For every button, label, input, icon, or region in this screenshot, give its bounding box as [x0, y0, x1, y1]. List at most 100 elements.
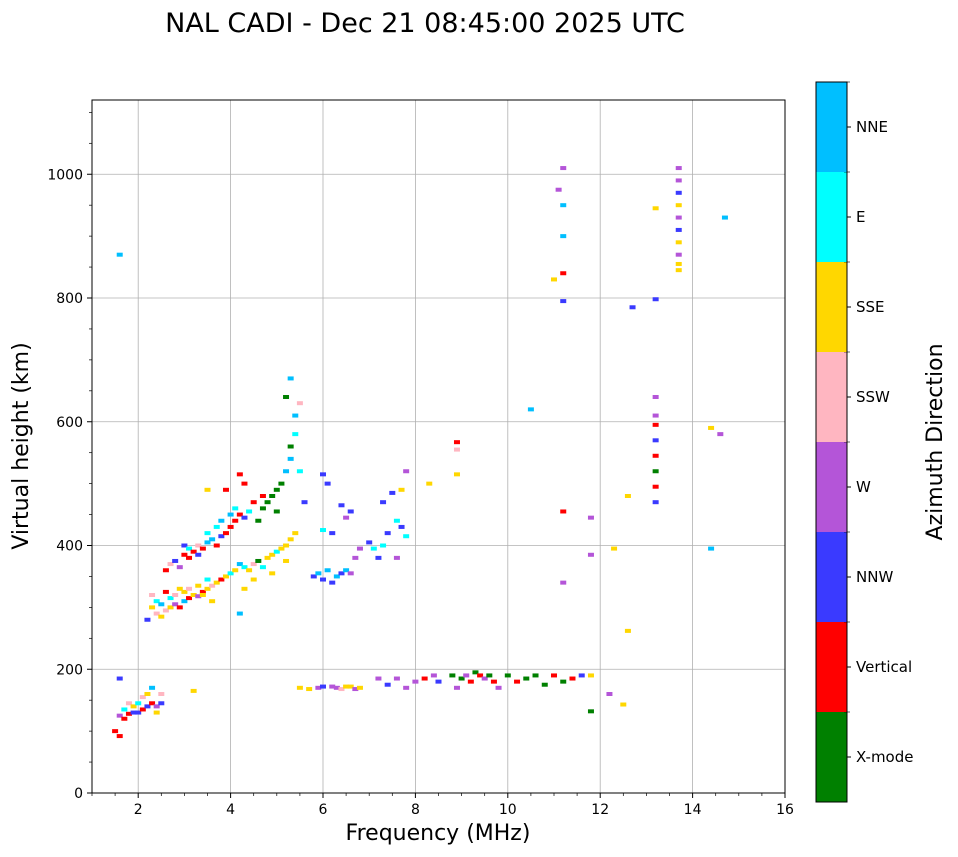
data-point — [125, 701, 132, 706]
data-point — [283, 558, 290, 563]
data-point — [176, 565, 183, 570]
data-point — [195, 552, 202, 557]
data-point — [393, 518, 400, 523]
colorbar-segment — [816, 712, 847, 802]
data-point — [250, 577, 257, 582]
data-point — [199, 589, 206, 594]
data-point — [241, 481, 248, 486]
data-point — [717, 432, 724, 437]
data-point — [283, 469, 290, 474]
data-point — [624, 494, 631, 498]
data-point — [352, 687, 359, 692]
data-point — [135, 710, 142, 715]
data-point — [380, 543, 387, 548]
data-point — [296, 469, 303, 474]
y-tick-label: 800 — [56, 291, 83, 307]
data-point — [453, 472, 460, 477]
data-point — [453, 440, 460, 445]
data-point — [329, 684, 336, 689]
data-point — [320, 577, 326, 582]
data-point — [287, 456, 294, 461]
data-point — [338, 571, 345, 576]
data-point — [675, 240, 682, 245]
data-point — [283, 395, 290, 399]
data-point — [287, 444, 294, 449]
data-point — [158, 602, 165, 607]
data-point — [333, 685, 340, 690]
data-point — [167, 605, 174, 610]
data-point — [209, 599, 216, 604]
x-tick-label: 12 — [591, 802, 609, 818]
data-point — [195, 594, 202, 599]
data-point — [560, 234, 567, 239]
data-point — [190, 688, 197, 693]
data-point — [320, 684, 326, 689]
data-point — [218, 534, 225, 539]
data-point — [652, 413, 659, 418]
data-point — [675, 215, 682, 220]
data-point — [587, 515, 594, 520]
data-point — [389, 490, 396, 495]
data-point — [320, 472, 326, 477]
data-point — [167, 562, 174, 567]
data-point — [199, 593, 206, 597]
data-point — [675, 252, 682, 257]
data-point — [283, 543, 290, 548]
data-point — [569, 676, 576, 681]
data-point — [125, 711, 132, 716]
data-point — [121, 707, 128, 712]
data-point — [652, 395, 659, 399]
data-point — [186, 555, 193, 560]
data-point — [380, 500, 387, 505]
data-point — [162, 589, 169, 594]
data-point — [287, 376, 294, 381]
data-point — [652, 206, 659, 211]
data-point — [453, 685, 460, 690]
data-point — [356, 685, 363, 690]
data-point — [306, 687, 313, 692]
colorbar-label: SSW — [856, 388, 890, 406]
data-point — [204, 487, 211, 492]
data-point — [139, 707, 146, 712]
data-point — [153, 599, 160, 604]
data-point — [186, 596, 193, 601]
data-point — [347, 684, 354, 689]
data-point — [366, 540, 373, 545]
data-point — [398, 487, 405, 492]
data-point — [232, 568, 239, 573]
data-point — [675, 166, 682, 171]
data-point — [721, 215, 728, 220]
data-point — [153, 611, 160, 616]
colorbar-label: X-mode — [856, 748, 913, 766]
data-point — [273, 487, 280, 492]
data-point — [181, 589, 188, 594]
colorbar-segment — [816, 352, 847, 442]
data-point — [329, 531, 336, 536]
y-axis-title: Virtual height (km) — [9, 342, 34, 549]
data-point — [310, 574, 317, 579]
colorbar-label: Vertical — [856, 658, 912, 676]
data-point — [116, 676, 123, 681]
data-point — [481, 676, 488, 681]
data-point — [343, 684, 350, 689]
colorbar-segment — [816, 262, 847, 352]
data-point — [264, 555, 271, 560]
y-tick-label: 1000 — [47, 167, 83, 183]
data-point — [213, 580, 220, 585]
data-point — [477, 673, 484, 678]
axes: 2 4 6 8 10 12 14 16 0 200 400 600 800 1000 — [47, 112, 794, 818]
data-point — [149, 685, 156, 690]
data-point — [504, 673, 511, 678]
data-point — [421, 676, 428, 681]
x-tick-label: 8 — [411, 802, 420, 818]
data-point — [343, 568, 350, 573]
data-point — [287, 537, 294, 542]
plot-frame — [91, 99, 786, 794]
data-point — [204, 586, 211, 591]
data-point — [532, 673, 539, 678]
data-point — [453, 447, 460, 452]
data-point — [167, 596, 174, 601]
data-point — [620, 702, 627, 707]
data-point — [278, 546, 285, 551]
y-tick-label: 200 — [56, 662, 83, 678]
